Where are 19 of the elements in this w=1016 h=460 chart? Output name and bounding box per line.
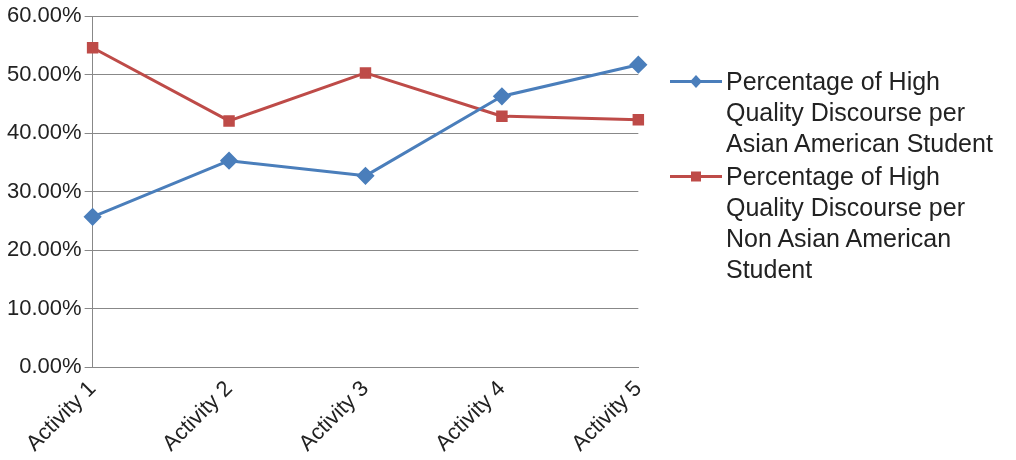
legend-label: Percentage of High Quality Discourse per Non Asian American Student bbox=[726, 161, 966, 285]
point bbox=[496, 110, 508, 122]
point bbox=[629, 56, 647, 74]
legend-label: Percentage of High Quality Discourse per Asian American Student bbox=[726, 66, 994, 159]
point bbox=[84, 208, 102, 226]
point bbox=[632, 113, 645, 126]
point bbox=[356, 167, 374, 185]
y-tick-label: 0.00% bbox=[19, 353, 82, 379]
y-tick-label: 50.00% bbox=[6, 60, 82, 86]
y-tick-label: 60.00% bbox=[6, 2, 82, 28]
point bbox=[86, 42, 99, 54]
y-tick-label: 40.00% bbox=[6, 119, 82, 145]
y-tick-label: 10.00% bbox=[6, 294, 82, 320]
y-tick-label: 30.00% bbox=[6, 177, 82, 203]
point bbox=[359, 67, 372, 79]
point bbox=[220, 152, 238, 170]
point bbox=[223, 115, 235, 127]
point bbox=[493, 87, 511, 105]
y-tick-label: 20.00% bbox=[6, 236, 82, 262]
